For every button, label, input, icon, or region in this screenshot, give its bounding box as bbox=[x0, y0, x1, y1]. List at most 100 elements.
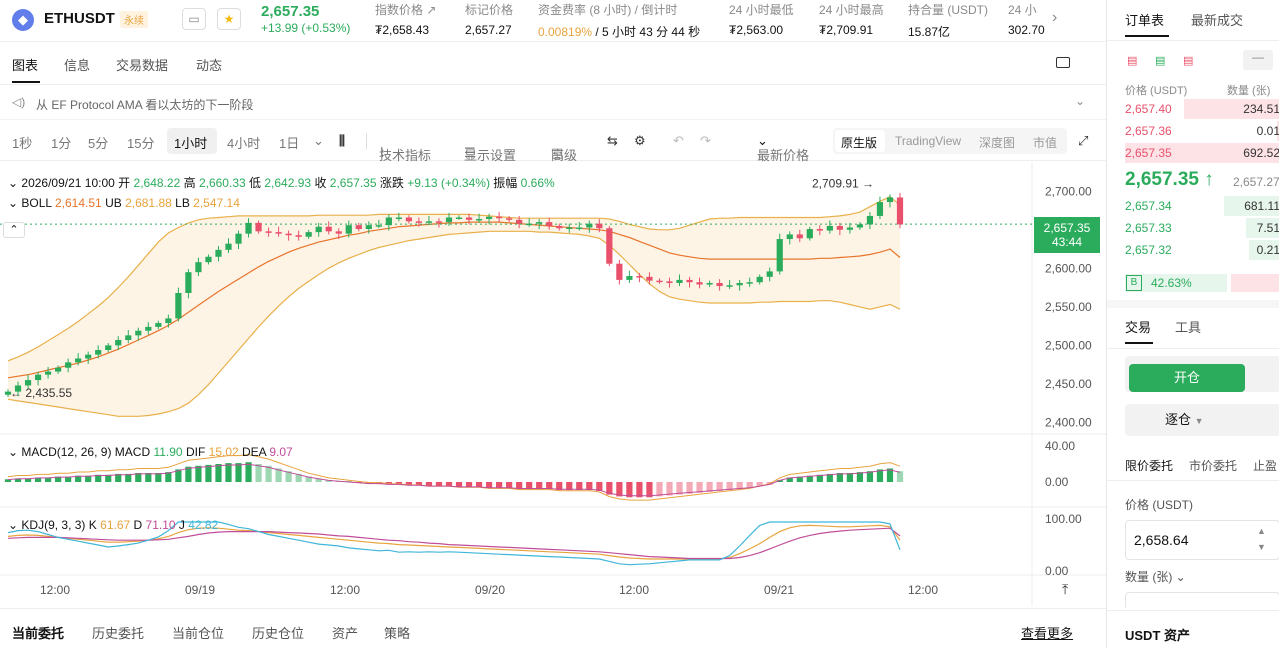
candle-body bbox=[95, 350, 102, 355]
ask-row[interactable]: 2,657.36 0.01 bbox=[1107, 120, 1279, 142]
tab-chart[interactable]: 图表 bbox=[12, 58, 39, 73]
tab-order-history[interactable]: 历史委托 bbox=[92, 626, 145, 641]
interval-1h[interactable]: 1小时 bbox=[174, 136, 208, 151]
candle-body bbox=[596, 223, 603, 229]
macd-hist-bar bbox=[646, 482, 653, 498]
book-both-icon[interactable]: ▤ bbox=[1127, 55, 1138, 67]
candle-body bbox=[24, 380, 32, 386]
candle-body bbox=[85, 354, 92, 359]
candle-body bbox=[385, 217, 392, 226]
qty-input-label[interactable]: 数量 (张) ⌄ bbox=[1125, 570, 1186, 584]
macd-hist-bar bbox=[14, 478, 22, 482]
symbol-name[interactable]: ETHUSDT bbox=[44, 10, 115, 27]
interval-1m[interactable]: 1分 bbox=[51, 136, 72, 151]
interval-more-chevron-icon[interactable]: ⌄ bbox=[313, 133, 324, 148]
tab-trading-data[interactable]: 交易数据 bbox=[116, 58, 169, 73]
interval-5m[interactable]: 5分 bbox=[88, 136, 109, 151]
window-mode-icon[interactable] bbox=[1056, 57, 1070, 68]
high-price-marker: 2,709.91 → bbox=[812, 177, 874, 191]
settings-list-icon: ☰ bbox=[464, 145, 476, 160]
candle-body bbox=[766, 271, 773, 277]
current-price-tag: 2,657.35 43:44 bbox=[1034, 217, 1100, 253]
tab-trade[interactable]: 交易 bbox=[1125, 320, 1152, 335]
collapse-indicators-icon[interactable]: ⌃ bbox=[3, 222, 25, 238]
scroll-right-chevron-icon[interactable]: › bbox=[1052, 9, 1058, 26]
view-tradingview[interactable]: TradingView bbox=[895, 134, 962, 148]
ask-row[interactable]: 2,657.35 692.52 bbox=[1107, 142, 1279, 164]
order-panel: 订单表 最新成交 ▤ ▤ ▤ — 价格 (USDT) 数量 (张) 2,657.… bbox=[1106, 0, 1279, 648]
reset-scale-icon[interactable]: ⤒ bbox=[1062, 581, 1069, 597]
notice-bar[interactable]: ◁) 从 EF Protocol AMA 看以太坊的下一阶段 ⌄ bbox=[0, 86, 1106, 120]
bid-row[interactable]: 2,657.32 0.21 bbox=[1107, 239, 1279, 261]
candle-body bbox=[295, 235, 302, 237]
view-market-cap[interactable]: 市值 bbox=[1033, 136, 1058, 150]
candle-body bbox=[165, 318, 172, 324]
last-price: 2,657.35 bbox=[261, 3, 320, 20]
tab-strategy[interactable]: 策略 bbox=[384, 626, 411, 641]
candle-body bbox=[195, 262, 202, 273]
view-native[interactable]: 原生版 bbox=[841, 136, 878, 150]
candle-body bbox=[475, 219, 483, 221]
expand-chevron-icon[interactable]: ⌄ bbox=[1075, 94, 1086, 108]
eth-icon: ◆ bbox=[12, 9, 34, 31]
tab-open-orders[interactable]: 当前委托 bbox=[12, 626, 65, 641]
kline-chart[interactable]: 2,700.002,650.002,600.002,550.002,500.00… bbox=[0, 162, 1106, 606]
collapse-chevron-icon[interactable]: ⌄ bbox=[8, 445, 19, 459]
y-tick-label: 2,600.00 bbox=[1045, 261, 1092, 275]
redo-icon[interactable]: ↷ bbox=[700, 133, 711, 148]
collapse-chevron-icon[interactable]: ⌄ bbox=[8, 176, 19, 190]
x-tick-label: 09/21 bbox=[764, 583, 794, 597]
bid-row[interactable]: 2,657.34 681.11 bbox=[1107, 195, 1279, 217]
order-type-limit[interactable]: 限价委托 bbox=[1125, 459, 1174, 473]
candle-style-icon[interactable]: ⫼ bbox=[339, 133, 345, 148]
tab-tools[interactable]: 工具 bbox=[1175, 320, 1202, 335]
favorite-star-icon[interactable]: ★ bbox=[217, 8, 241, 30]
order-type-market[interactable]: 市价委托 bbox=[1189, 459, 1238, 473]
open-position-button[interactable]: 开仓 bbox=[1129, 364, 1245, 392]
candle-body bbox=[806, 229, 813, 239]
price-type-dropdown[interactable]: 最新价格 ⌄ bbox=[757, 133, 810, 163]
notice-text[interactable]: 从 EF Protocol AMA 看以太坊的下一阶段 bbox=[36, 98, 254, 112]
swap-icon[interactable]: ⇆ bbox=[607, 133, 618, 148]
interval-15m[interactable]: 15分 bbox=[127, 136, 155, 151]
stat-index-price[interactable]: 指数价格 ↗ ₮2,658.43 bbox=[375, 3, 437, 37]
interval-4h[interactable]: 4小时 bbox=[227, 136, 261, 151]
candle-body bbox=[65, 362, 72, 368]
qty-input[interactable] bbox=[1125, 592, 1279, 608]
tab-info[interactable]: 信息 bbox=[64, 58, 91, 73]
macd-hist-bar bbox=[145, 473, 152, 482]
margin-mode-select[interactable]: 逐仓 ▼ bbox=[1125, 404, 1279, 436]
interval-1s[interactable]: 1秒 bbox=[12, 136, 33, 151]
candle-body bbox=[415, 221, 423, 223]
collapse-chevron-icon[interactable]: ⌄ bbox=[8, 518, 19, 532]
ask-row[interactable]: 2,657.40 234.51 bbox=[1107, 98, 1279, 120]
book-asks-icon[interactable]: ▤ bbox=[1183, 55, 1194, 67]
collapse-chevron-icon[interactable]: ⌄ bbox=[8, 196, 19, 210]
bid-row[interactable]: 2,657.33 7.51 bbox=[1107, 217, 1279, 239]
orderbook-last-price: 2,657.35 ↑ bbox=[1125, 169, 1214, 190]
macd-hist-bar bbox=[776, 480, 783, 482]
view-more-link[interactable]: 查看更多 bbox=[1021, 626, 1074, 641]
tab-orderbook[interactable]: 订单表 bbox=[1125, 13, 1165, 28]
interval-1d[interactable]: 1日 bbox=[279, 136, 300, 151]
precision-selector[interactable]: — bbox=[1243, 50, 1273, 70]
tab-position-history[interactable]: 历史仓位 bbox=[252, 626, 305, 641]
price-input[interactable]: 2,658.64 bbox=[1125, 520, 1279, 560]
tab-feed[interactable]: 动态 bbox=[196, 58, 223, 73]
tab-positions[interactable]: 当前仓位 bbox=[172, 626, 225, 641]
fullscreen-icon[interactable]: ⤢ bbox=[1078, 133, 1089, 148]
price-stepper[interactable]: ▲ ▼ bbox=[1257, 526, 1266, 552]
undo-icon[interactable]: ↶ bbox=[673, 133, 684, 148]
view-depth[interactable]: 深度图 bbox=[979, 136, 1016, 150]
book-bids-icon[interactable]: ▤ bbox=[1155, 55, 1166, 67]
candle-body bbox=[556, 225, 563, 229]
info-book-icon[interactable]: ▭ bbox=[182, 8, 206, 30]
tab-assets[interactable]: 资产 bbox=[332, 626, 359, 641]
chart-svg[interactable]: 2,700.002,650.002,600.002,550.002,500.00… bbox=[0, 162, 1106, 606]
macd-dea-line bbox=[7, 463, 901, 497]
tab-recent-trades[interactable]: 最新成交 bbox=[1191, 13, 1244, 28]
order-type-tpsl[interactable]: 止盈 bbox=[1253, 459, 1278, 473]
candle-body bbox=[125, 335, 132, 340]
x-tick-label: 12:00 bbox=[330, 583, 360, 597]
gear-icon[interactable]: ⚙ bbox=[634, 133, 646, 148]
